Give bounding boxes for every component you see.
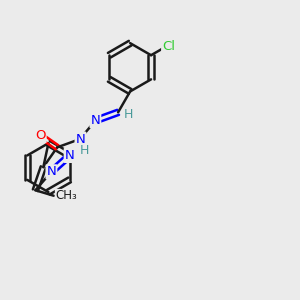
Text: CH₃: CH₃ [55,189,77,202]
Text: O: O [35,129,46,142]
Text: N: N [91,114,100,127]
Text: N: N [65,149,74,162]
Text: N: N [76,133,85,146]
Text: H: H [80,144,89,158]
Text: Cl: Cl [162,40,175,53]
Text: N: N [46,165,56,178]
Text: H: H [123,108,133,121]
